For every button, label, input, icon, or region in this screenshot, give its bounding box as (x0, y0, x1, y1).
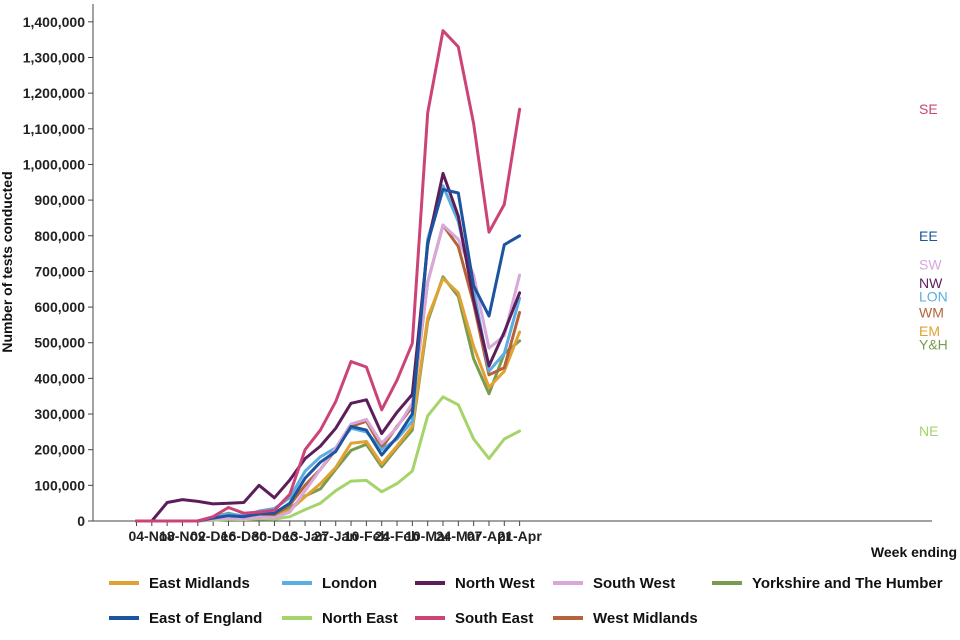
end-label: WM (919, 304, 944, 320)
x-tick-label: 07-Apr (467, 528, 512, 544)
y-tick-label: 1,100,000 (23, 121, 85, 137)
x-tick-label: 18-Nov (159, 528, 206, 544)
x-tick-label: 13-Jan (283, 528, 327, 544)
x-axis-title: Week ending (871, 544, 957, 560)
x-tick-label: 02-Dec (190, 528, 236, 544)
y-tick-label: 200,000 (34, 442, 85, 458)
end-label: EM (919, 323, 940, 339)
end-label: NE (919, 423, 938, 439)
y-tick-label: 100,000 (34, 477, 85, 493)
end-label: EE (919, 228, 938, 244)
legend-label-south-west: South West (593, 575, 675, 592)
chart-axes (92, 4, 932, 522)
y-tick-label: 1,200,000 (23, 85, 85, 101)
x-tick-label: 30-Dec (251, 528, 297, 544)
legend-label-north-east: North East (322, 610, 398, 627)
x-tick-label: 24-Mar (436, 528, 482, 544)
y-tick-label: 400,000 (34, 370, 85, 386)
x-tick-label: 10-Mar (405, 528, 451, 544)
series-line-south-east (135, 29, 522, 523)
series-lines (135, 29, 522, 523)
x-tick-label: 24-Feb (374, 528, 419, 544)
y-tick-label: 1,400,000 (23, 14, 85, 30)
y-tick-label: 0 (77, 513, 85, 529)
end-label: SW (919, 256, 942, 272)
legend-label-yorkshire-and-the-humber: Yorkshire and The Humber (752, 575, 943, 592)
x-tick-label: 21-Apr (497, 528, 542, 544)
legend: East Midlands London North West South West Y… (109, 575, 943, 627)
legend-label-east-midlands: East Midlands (149, 575, 250, 592)
legend-label-east-of-england: East of England (149, 610, 262, 627)
y-axis-title: Number of tests conducted (0, 171, 15, 352)
y-tick-label: 800,000 (34, 228, 85, 244)
legend-label-north-west: North West (455, 575, 535, 592)
y-ticks: 0 100,000 200,000 300,000 400,000 500,000 600,… (23, 14, 93, 529)
legend-label-south-east: South East (455, 610, 533, 627)
series-line-yorkshire-and-the-humber (135, 275, 522, 523)
y-tick-label: 1,000,000 (23, 156, 85, 172)
x-tick-label: 27-Jan (314, 528, 358, 544)
x-tick-label: 16-Dec (221, 528, 267, 544)
y-tick-label: 600,000 (34, 299, 85, 315)
end-label: SE (919, 101, 938, 117)
end-label: NW (919, 275, 943, 291)
y-tick-label: 300,000 (34, 406, 85, 422)
x-tick-label: 10-Feb (344, 528, 389, 544)
x-tick-label: 04-Nov (128, 528, 175, 544)
y-tick-label: 900,000 (34, 192, 85, 208)
end-label: LON (919, 288, 948, 304)
y-tick-label: 1,300,000 (23, 49, 85, 65)
x-ticks: 04-Nov18-Nov02-Dec16-Dec30-Dec13-Jan27-J… (128, 521, 542, 544)
legend-label-london: London (322, 575, 377, 592)
y-tick-label: 700,000 (34, 263, 85, 279)
y-tick-label: 500,000 (34, 335, 85, 351)
legend-label-west-midlands: West Midlands (593, 610, 698, 627)
series-line-north-west (135, 171, 522, 523)
end-label: Y&H (919, 337, 948, 353)
